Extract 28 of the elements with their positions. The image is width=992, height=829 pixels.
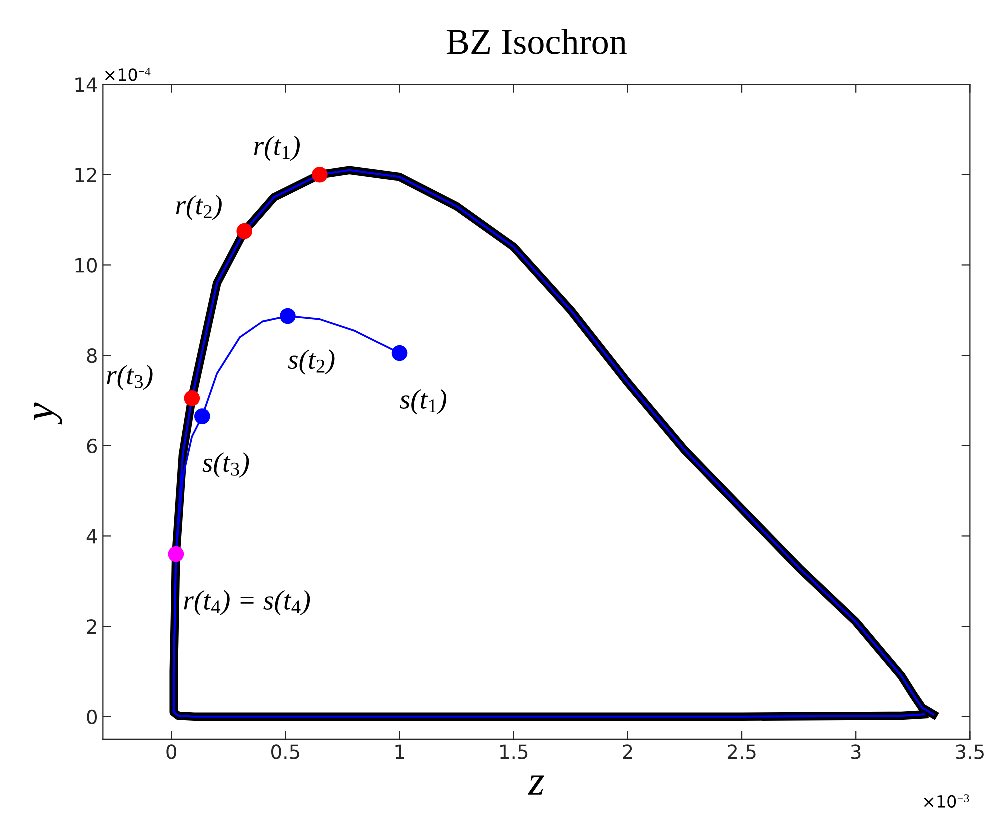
y-tick-label: 8 [87, 348, 97, 364]
x-tick-label: 3 [851, 744, 861, 760]
x-tick-label: 0 [166, 744, 177, 760]
y-tick-label: 2 [87, 620, 96, 634]
x-tick-label: 3.5 [956, 744, 984, 760]
y-tick-label: 12 [76, 168, 96, 182]
x-tick-label: 2 [623, 744, 632, 760]
y-tick-label: 4 [86, 529, 98, 544]
x-tick-label: 1.5 [500, 744, 528, 760]
y-tick-label: 14 [76, 78, 98, 92]
text: ×10$^{−3}$ [924, 794, 970, 808]
x-axis-title: z [528, 776, 544, 795]
y-tick-label: 6 [87, 438, 98, 454]
chart-title: BZ Isochron [446, 28, 627, 54]
x-tick-label: 1 [396, 744, 404, 760]
annotation: s(t$_{2}$) [288, 350, 335, 375]
annotation: r(t$_{3}$) [107, 365, 153, 390]
annotation: s(t$_{1}$) [400, 389, 447, 415]
y-tick-label: 0 [87, 710, 98, 725]
x-tick-label: 2.5 [728, 744, 756, 760]
y-axis-title: y [34, 402, 62, 425]
annotation: r(t$_{2}$) [176, 195, 222, 220]
text: ×10$^{−4}$ [105, 68, 151, 82]
x-tick-label: 0.5 [272, 744, 300, 760]
annotation: r(t$_{1}$) [254, 136, 300, 162]
y-tick-label: 10 [76, 258, 98, 273]
annotation: r(t$_{4}$) = s(t$_{4}$) [184, 590, 310, 616]
annotation: s(t$_{3}$) [202, 452, 250, 478]
